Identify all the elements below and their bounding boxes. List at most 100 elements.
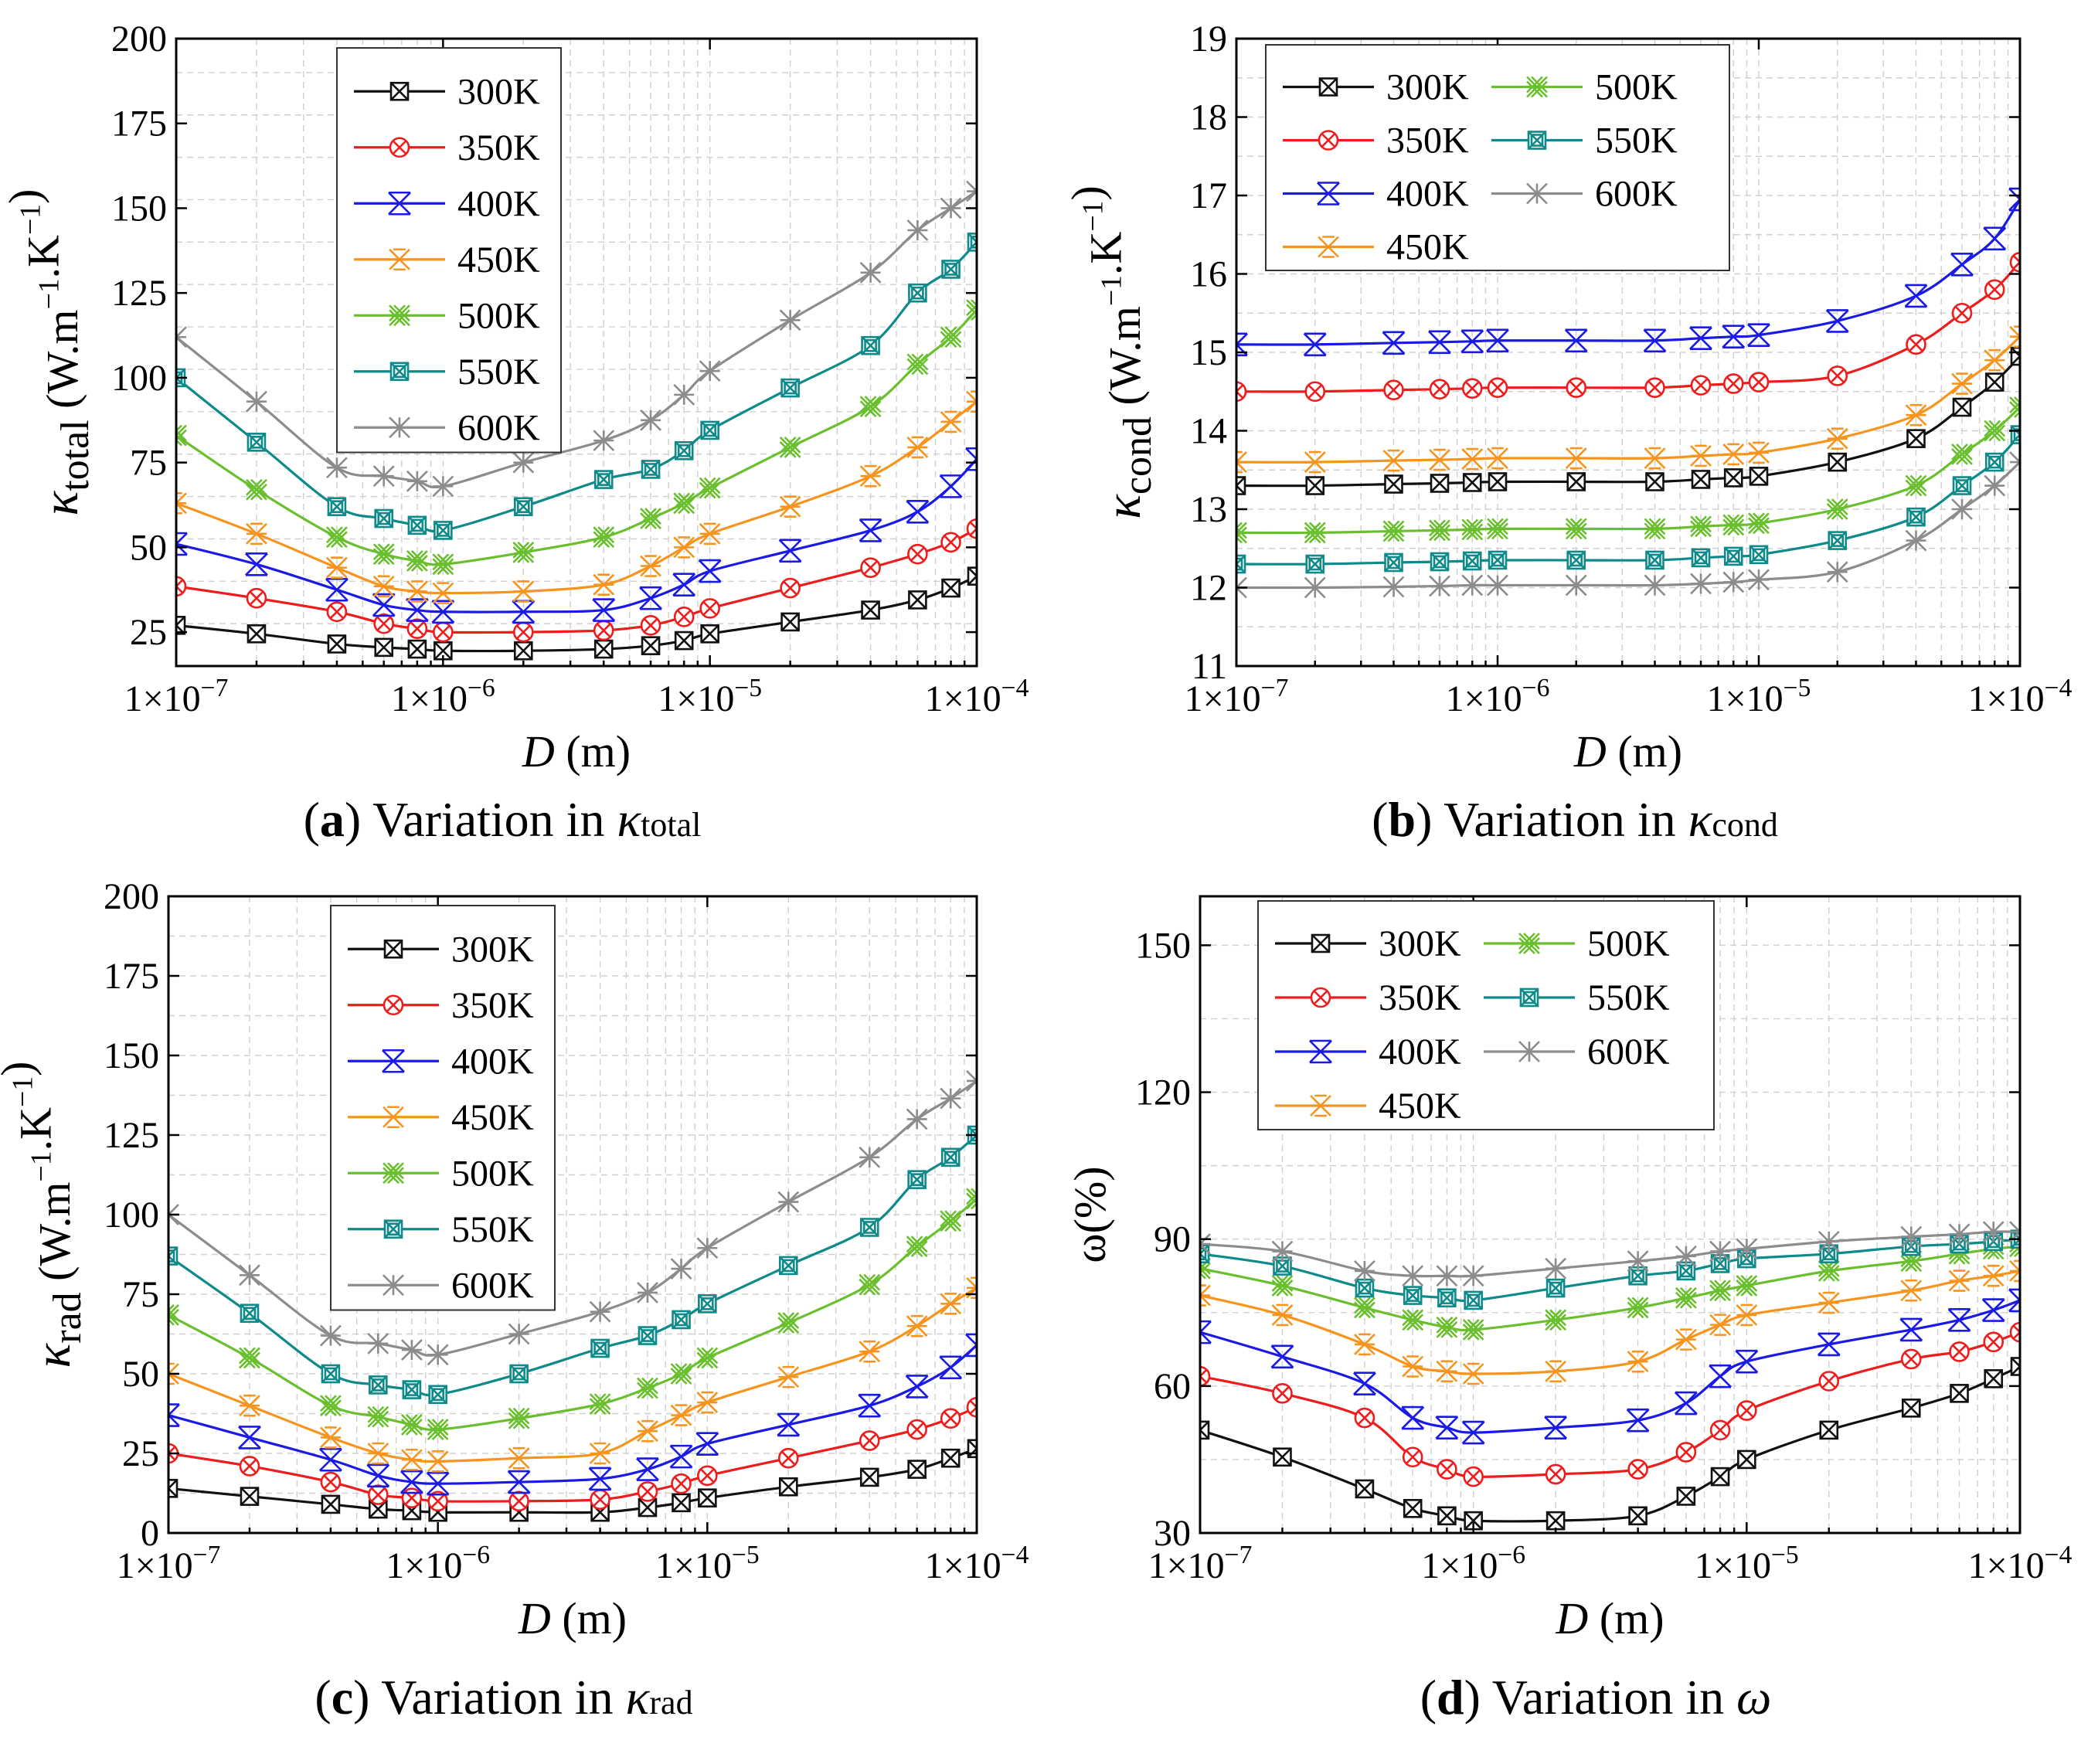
- series-line-500K: [176, 309, 977, 566]
- legend-item-550K: 550K: [1491, 121, 1678, 161]
- y-tick-label-7: 18: [1190, 97, 1227, 138]
- data-point-350K-1: [246, 587, 267, 609]
- panel-caption: (d) Variation in ω: [1420, 1670, 1772, 1725]
- legend-label: 450K: [1386, 227, 1469, 268]
- data-point-500K-8: [637, 1377, 658, 1399]
- data-point-500K-3: [1402, 1309, 1424, 1331]
- data-point-400K-2: [325, 577, 349, 602]
- data-point-550K-6: [509, 1364, 529, 1384]
- data-point-600K-7: [1627, 1250, 1649, 1273]
- data-point-450K-12: [1900, 1279, 1923, 1302]
- data-point-300K-10: [700, 624, 719, 644]
- data-point-300K-0: [176, 616, 186, 635]
- data-point-600K-1: [239, 1264, 260, 1286]
- data-point-350K-14: [940, 1408, 961, 1429]
- data-point-300K-9: [1723, 468, 1743, 488]
- data-point-450K-4: [1461, 447, 1484, 471]
- data-point-300K-10: [1749, 467, 1769, 486]
- data-point-350K-14: [1983, 1331, 2004, 1353]
- y-tick-label-1: 25: [122, 1433, 159, 1474]
- data-point-600K-3: [367, 1332, 389, 1354]
- data-point-350K-11: [780, 577, 801, 599]
- data-point-300K-14: [1984, 372, 2004, 392]
- data-point-550K-13: [908, 283, 927, 303]
- data-point-600K-9: [673, 383, 695, 406]
- data-point-500K-4: [1436, 1316, 1458, 1338]
- data-point-500K-4: [400, 1414, 423, 1436]
- data-point-500K-10: [699, 477, 721, 499]
- data-point-550K-10: [700, 420, 719, 440]
- data-point-450K-1: [1304, 450, 1326, 474]
- data-point-500K-3: [372, 543, 395, 566]
- data-point-300K-10: [698, 1488, 717, 1507]
- y-tick-label-0: 11: [1192, 646, 1227, 687]
- y-axis-label: κtotal (W.m−1.K−1): [0, 189, 97, 516]
- data-point-500K-7: [593, 526, 615, 549]
- y-tick-label-0: 0: [141, 1513, 159, 1554]
- data-point-600K-13: [1948, 1223, 1970, 1246]
- legend-item-500K: 500K: [354, 295, 540, 336]
- chart-panel-b: 1×10−7 1×10−6 1×10−5 1×10−4 11 12 13 14 15 16 17 18…: [1062, 19, 2072, 847]
- panel-caption: (b) Variation in κcond: [1372, 792, 1778, 847]
- data-point-550K-2: [321, 1364, 341, 1384]
- series-line-450K: [1200, 1269, 2020, 1375]
- y-tick-label-3: 14: [1190, 411, 1227, 452]
- data-point-350K-0: [1236, 381, 1247, 403]
- data-point-350K-12: [859, 1430, 880, 1451]
- data-point-450K-9: [673, 536, 695, 559]
- data-point-550K-9: [674, 440, 694, 461]
- data-point-300K-4: [1462, 473, 1482, 492]
- data-point-350K-8: [1675, 1442, 1697, 1463]
- legend: 300K 350K 400K 450K 500K 550K 600K: [1257, 900, 1715, 1130]
- data-point-300K-5: [1464, 1511, 1483, 1531]
- data-point-300K-11: [1819, 1420, 1839, 1440]
- legend-item-300K: 300K: [348, 929, 534, 970]
- data-point-550K-7: [593, 470, 614, 489]
- data-point-600K-6: [1565, 574, 1587, 596]
- legend-label: 500K: [451, 1153, 534, 1194]
- legend-item-600K: 600K: [354, 407, 540, 448]
- data-point-450K-8: [640, 555, 661, 577]
- x-tick-label-3: 1×10−4: [925, 674, 1029, 719]
- legend-item-550K: 550K: [1484, 977, 1670, 1018]
- data-point-550K-3: [1430, 552, 1450, 572]
- data-point-450K-13: [906, 1314, 928, 1337]
- data-point-350K-14: [1984, 279, 2005, 301]
- data-point-550K-14: [940, 1147, 961, 1168]
- x-tick-label-1: 1×10−6: [386, 1541, 490, 1586]
- data-point-300K-2: [327, 634, 347, 654]
- legend-item-450K: 450K: [348, 1097, 534, 1138]
- data-point-450K-3: [1429, 448, 1450, 471]
- data-point-550K-9: [672, 1310, 691, 1330]
- data-point-450K-10: [699, 522, 721, 546]
- data-point-400K-8: [1689, 326, 1712, 351]
- x-axis-label: D (m): [522, 726, 631, 777]
- data-point-550K-14: [1984, 452, 2004, 472]
- data-point-500K-3: [367, 1405, 389, 1428]
- data-point-500K-0: [1236, 522, 1247, 544]
- data-point-400K-12: [858, 1393, 882, 1418]
- data-point-400K-13: [1950, 253, 1974, 277]
- legend-item-600K: 600K: [1491, 174, 1678, 215]
- data-point-550K-8: [1691, 548, 1711, 568]
- y-tick-label-3: 100: [111, 358, 167, 399]
- data-point-450K-4: [400, 1448, 423, 1471]
- series-line-400K: [1236, 199, 2020, 346]
- data-point-600K-7: [1644, 574, 1666, 596]
- data-point-400K-5: [431, 600, 455, 624]
- data-point-500K-4: [406, 550, 428, 572]
- data-point-400K-5: [1461, 1420, 1485, 1445]
- data-point-400K-6: [507, 1470, 531, 1494]
- legend-label: 600K: [1595, 174, 1678, 215]
- data-point-450K-6: [508, 1446, 530, 1470]
- data-point-350K-6: [508, 1490, 529, 1512]
- legend-item-550K: 550K: [348, 1209, 534, 1250]
- data-point-350K-9: [671, 1473, 692, 1494]
- data-point-550K-4: [1462, 551, 1482, 571]
- y-tick-label-0: 30: [1154, 1513, 1191, 1554]
- data-point-500K-13: [906, 353, 929, 376]
- data-point-400K-12: [859, 518, 882, 542]
- data-point-500K-15: [966, 299, 977, 321]
- data-point-350K-3: [373, 613, 395, 634]
- data-point-500K-9: [673, 492, 695, 515]
